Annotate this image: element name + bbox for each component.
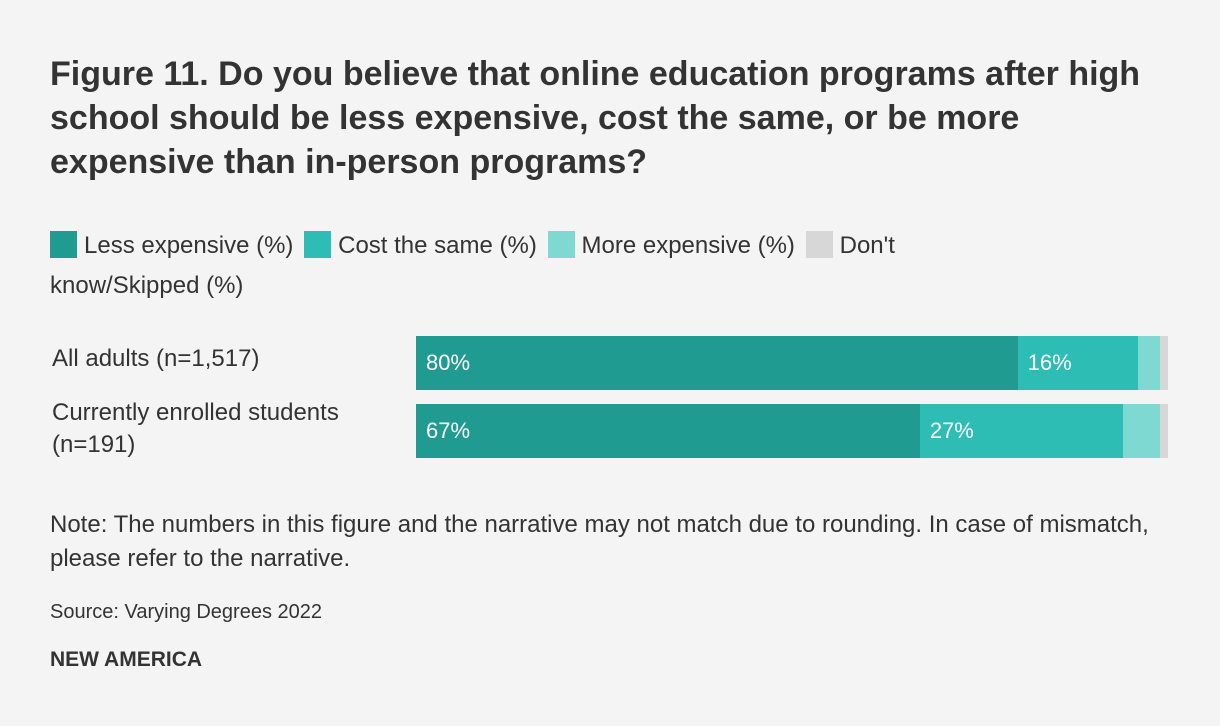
legend-swatch: [547, 231, 575, 258]
bar-row: 80% 16%: [416, 336, 1168, 390]
data-label: 67%: [426, 418, 471, 443]
chart-title: Figure 11. Do you believe that online ed…: [50, 55, 1141, 181]
legend-item: Cost the same (%): [304, 231, 537, 259]
bar-segment: [919, 404, 1123, 458]
chart-legend: Less expensive (%) Cost the same (%) Mor…: [50, 226, 1050, 306]
bar-row: 67% 27%: [416, 404, 1168, 458]
legend-label: Cost the same (%): [338, 232, 537, 259]
bar-segment: [1160, 336, 1168, 390]
data-label: 80%: [426, 350, 471, 375]
legend-swatch: [805, 231, 833, 258]
bar-segment: [416, 336, 1018, 390]
legend-item: Don't know/Skipped (%): [50, 231, 895, 299]
bar-segment: [1122, 404, 1161, 458]
chart-source: Source: Varying Degrees 2022: [50, 601, 323, 623]
data-label: 16%: [1027, 350, 1072, 375]
data-label: 27%: [929, 418, 974, 443]
chart-note: Note: The numbers in this figure and the…: [50, 511, 1149, 572]
legend-label: Less expensive (%): [84, 232, 294, 259]
brand-logo-text: NEW AMERICA: [50, 648, 203, 671]
legend-item: Less expensive (%): [50, 231, 294, 259]
legend-item: More expensive (%): [547, 231, 795, 259]
category-label: Currently enrolled students (n=191): [52, 399, 339, 458]
legend-swatch: [50, 231, 77, 258]
legend-label: More expensive (%): [581, 232, 795, 259]
bar-segment: [1137, 336, 1161, 390]
bar-segment: [1017, 336, 1138, 390]
legend-swatch: [304, 231, 332, 258]
category-label: All adults (n=1,517): [52, 345, 260, 372]
bar-segment: [1160, 404, 1168, 458]
legend-label: Don't know/Skipped (%): [50, 232, 895, 299]
bar-segment: [416, 404, 920, 458]
